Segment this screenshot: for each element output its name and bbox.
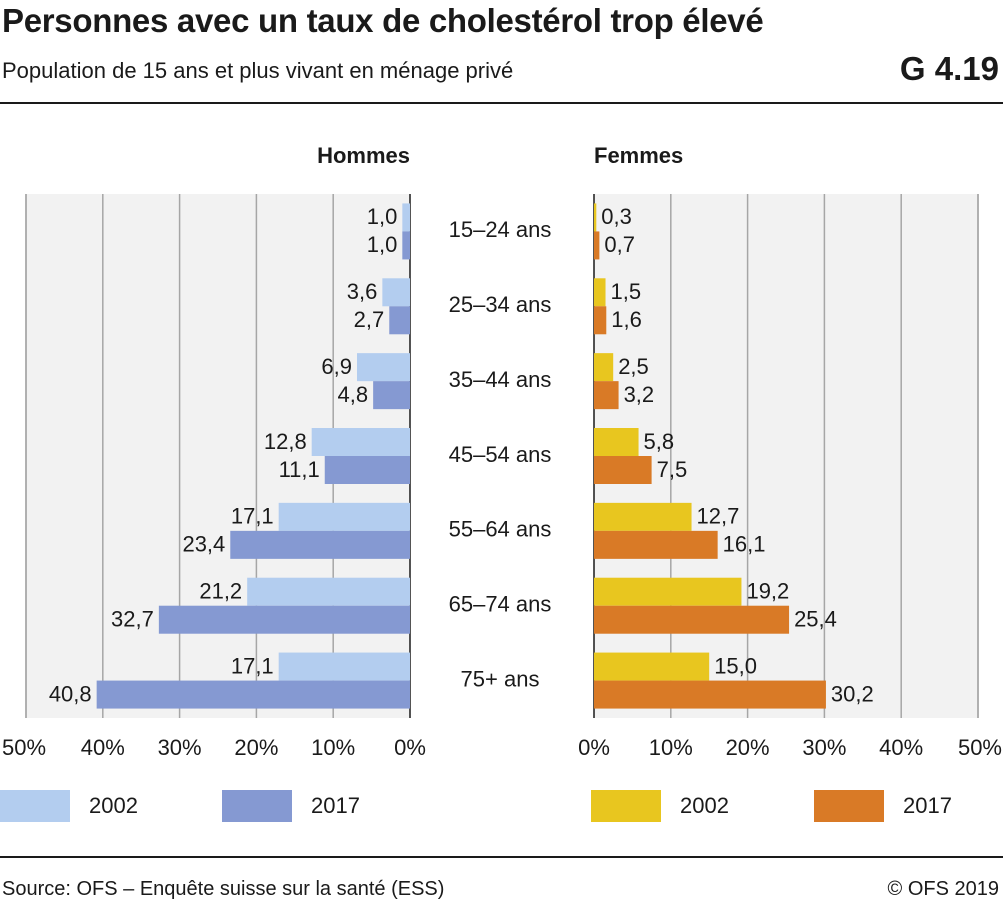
bar-2017	[594, 605, 790, 634]
data-label: 32,7	[111, 607, 154, 632]
data-label: 0,7	[604, 232, 635, 257]
data-label: 17,1	[231, 504, 274, 529]
source-note: Source: OFS – Enquête suisse sur la sant…	[2, 878, 445, 900]
tick-label: 50%	[958, 735, 1002, 760]
panel-title-femmes: Femmes	[594, 143, 683, 168]
tick-label: 30%	[802, 735, 846, 760]
data-label: 17,1	[231, 653, 274, 678]
bar-2017	[594, 306, 607, 335]
tick-label: 50%	[2, 735, 46, 760]
data-label: 12,7	[697, 504, 740, 529]
data-label: 16,1	[723, 532, 766, 557]
legend-swatch-2002	[591, 790, 661, 822]
data-label: 1,6	[611, 307, 642, 332]
tick-label: 0%	[394, 735, 426, 760]
data-label: 3,2	[624, 382, 655, 407]
data-label: 11,1	[279, 457, 320, 482]
bar-2017	[594, 231, 600, 260]
data-label: 7,5	[657, 457, 688, 482]
legend-swatch-2017	[814, 790, 884, 822]
tick-label: 20%	[726, 735, 770, 760]
tick-label: 30%	[158, 735, 202, 760]
data-label: 12,8	[264, 429, 307, 454]
bar-2002	[402, 203, 410, 232]
bar-2017	[594, 456, 652, 484]
footer-divider	[0, 856, 1003, 858]
bar-2002	[594, 353, 614, 382]
data-label: 1,0	[367, 204, 398, 229]
header-divider	[0, 102, 1003, 104]
tick-label: 20%	[234, 735, 278, 760]
legend-label: 2017	[311, 793, 360, 818]
data-label: 5,8	[644, 429, 675, 454]
bar-2002	[278, 502, 410, 531]
bar-2002	[357, 353, 410, 382]
bar-2017	[402, 231, 410, 260]
data-label: 3,6	[347, 279, 378, 304]
bar-2002	[594, 278, 606, 307]
bar-2017	[158, 605, 410, 634]
legend-label: 2002	[89, 793, 138, 818]
copyright-note: © OFS 2019	[887, 878, 999, 900]
legend-label: 2017	[903, 793, 952, 818]
category-label: 25–34 ans	[449, 292, 552, 317]
bar-2002	[594, 577, 742, 606]
data-label: 2,5	[618, 354, 649, 379]
category-label: 45–54 ans	[449, 442, 552, 467]
figure-code: G 4.19	[899, 50, 999, 87]
data-label: 4,8	[338, 382, 369, 407]
data-label: 6,9	[321, 354, 352, 379]
data-label: 1,0	[367, 232, 398, 257]
tick-label: 10%	[649, 735, 693, 760]
data-label: 0,3	[601, 204, 632, 229]
bar-2017	[389, 306, 410, 335]
bar-2002	[311, 428, 410, 456]
bar-2017	[373, 381, 410, 410]
bar-2017	[594, 530, 718, 559]
bar-2002	[247, 577, 410, 606]
tick-label: 0%	[578, 735, 610, 760]
bar-2002	[594, 652, 710, 681]
bar-2002	[594, 502, 692, 531]
data-label: 30,2	[831, 681, 874, 706]
tick-label: 40%	[81, 735, 125, 760]
bar-2017	[230, 530, 410, 559]
data-label: 21,2	[199, 579, 242, 604]
category-label: 35–44 ans	[449, 367, 552, 392]
data-label: 25,4	[794, 607, 837, 632]
data-label: 19,2	[746, 579, 789, 604]
bar-2017	[324, 456, 410, 484]
bar-2002	[594, 428, 639, 456]
category-label: 75+ ans	[461, 666, 540, 691]
data-label: 1,5	[611, 279, 642, 304]
tick-label: 10%	[311, 735, 355, 760]
bar-2017	[594, 381, 619, 410]
category-label: 15–24 ans	[449, 217, 552, 242]
category-label: 55–64 ans	[449, 517, 552, 542]
tick-label: 40%	[879, 735, 923, 760]
legend-swatch-2002	[0, 790, 70, 822]
legend-label: 2002	[680, 793, 729, 818]
bar-2002	[278, 652, 410, 681]
bar-2002	[594, 203, 597, 232]
category-label: 65–74 ans	[449, 592, 552, 617]
data-label: 15,0	[714, 653, 757, 678]
chart-title: Personnes avec un taux de cholestérol tr…	[2, 2, 764, 39]
legend-swatch-2017	[222, 790, 292, 822]
data-label: 23,4	[182, 532, 225, 557]
data-label: 2,7	[354, 307, 385, 332]
bar-2002	[382, 278, 410, 307]
bar-2017	[594, 680, 826, 709]
panel-title-hommes: Hommes	[317, 143, 410, 168]
chart-subtitle: Population de 15 ans et plus vivant en m…	[2, 58, 514, 83]
bar-2017	[96, 680, 410, 709]
data-label: 40,8	[49, 681, 92, 706]
